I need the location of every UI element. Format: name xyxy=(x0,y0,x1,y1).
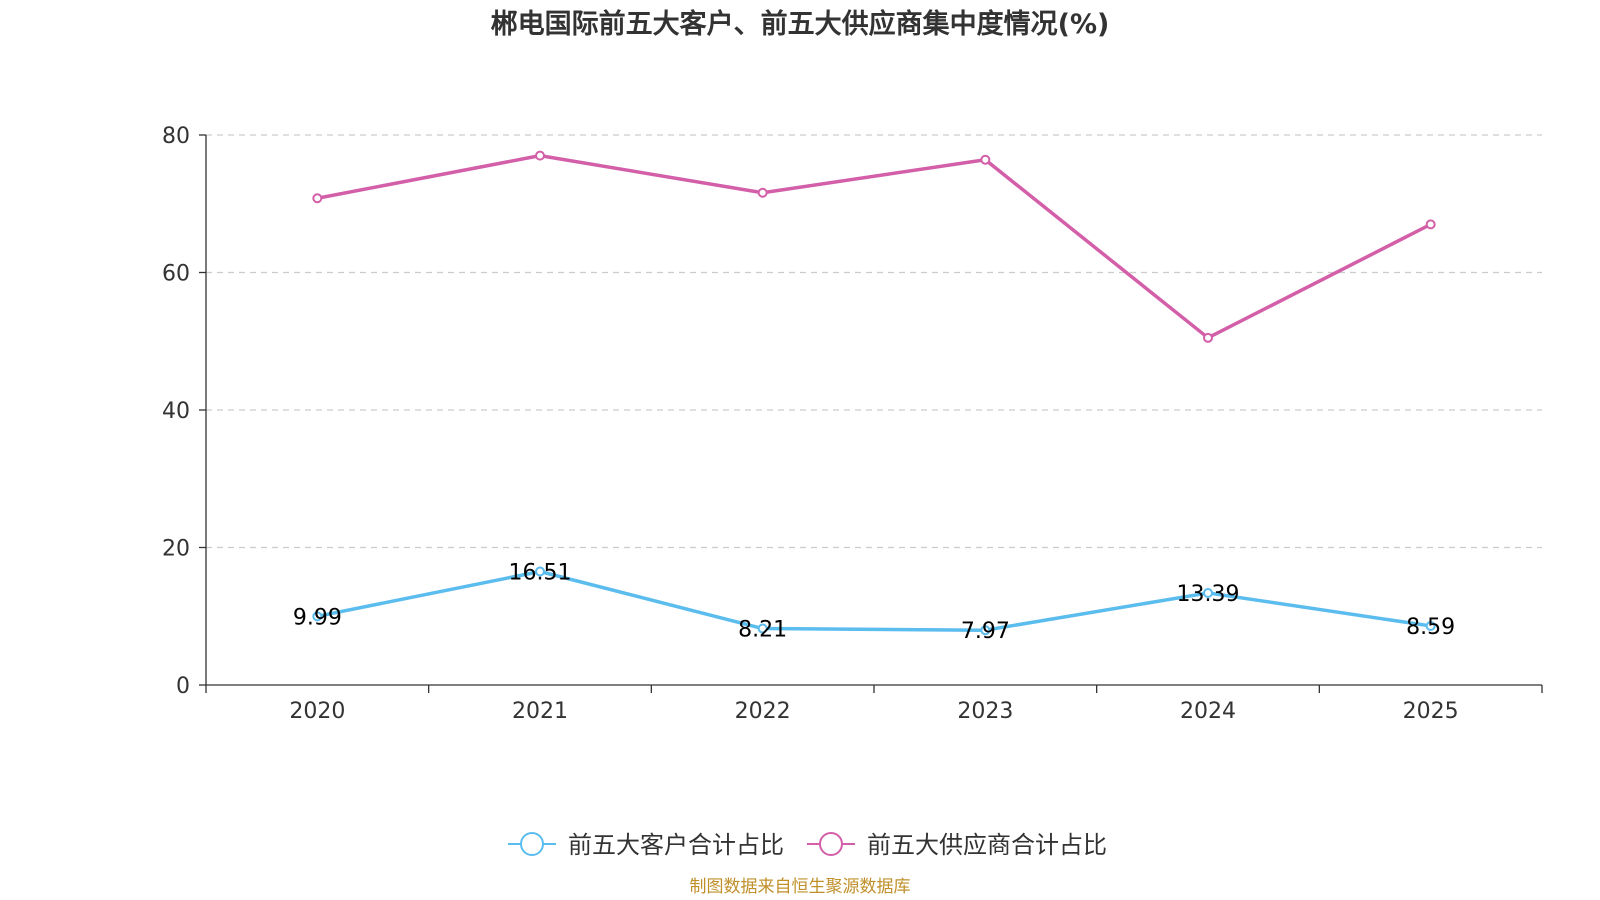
series-line-2 xyxy=(317,153,1432,340)
data-point[interactable] xyxy=(980,625,991,636)
x-tick-label: 2025 xyxy=(1403,699,1459,724)
y-tick-label: 40 xyxy=(162,399,190,424)
data-point[interactable] xyxy=(980,154,991,165)
x-tick-label: 2020 xyxy=(289,699,345,724)
data-point[interactable] xyxy=(757,623,768,634)
data-point[interactable] xyxy=(535,150,545,161)
data-point[interactable] xyxy=(312,193,323,204)
legend-label[interactable]: 前五大供应商合计占比 xyxy=(867,831,1107,859)
series-group xyxy=(312,150,1436,636)
y-tick-label: 60 xyxy=(162,262,190,287)
x-tick-label: 2023 xyxy=(957,699,1013,724)
data-labels: 9.99 16.51 8.21 7.97 13.39 8.59 xyxy=(293,560,1455,644)
x-tick-label: 2022 xyxy=(735,699,791,724)
data-label: 13.39 xyxy=(1177,582,1240,607)
data-label: 8.21 xyxy=(738,618,787,643)
data-point[interactable] xyxy=(1425,219,1436,230)
x-tick-label: 2024 xyxy=(1180,699,1236,724)
legend-label[interactable]: 前五大客户合计占比 xyxy=(568,831,784,859)
legend-marker[interactable] xyxy=(520,832,544,856)
source-note: 制图数据来自恒生聚源数据库 xyxy=(690,877,911,897)
y-tick-label: 20 xyxy=(162,537,190,562)
data-point[interactable] xyxy=(1425,620,1436,631)
data-point[interactable] xyxy=(1203,587,1213,598)
x-tick-label: 2021 xyxy=(512,699,568,724)
grid-lines xyxy=(206,134,1542,549)
y-tick-label: 80 xyxy=(162,124,190,149)
legend-marker[interactable] xyxy=(819,832,843,856)
data-label: 16.51 xyxy=(509,560,572,585)
legend[interactable]: 前五大客户合计占比 前五大供应商合计占比 xyxy=(508,831,1107,859)
data-label: 7.97 xyxy=(961,619,1010,644)
data-point[interactable] xyxy=(1203,332,1213,343)
data-point[interactable] xyxy=(312,611,323,622)
chart-title: 郴电国际前五大客户、前五大供应商集中度情况(%) xyxy=(491,8,1110,40)
data-point[interactable] xyxy=(757,187,768,198)
axes: 0 20 40 60 80 2020 2021 2022 2023 2024 2025 xyxy=(162,124,1543,724)
data-label: 9.99 xyxy=(293,605,342,630)
y-tick-label: 0 xyxy=(176,674,190,699)
data-point[interactable] xyxy=(535,566,545,577)
data-label: 8.59 xyxy=(1406,615,1455,640)
series-line-1 xyxy=(316,569,1431,632)
